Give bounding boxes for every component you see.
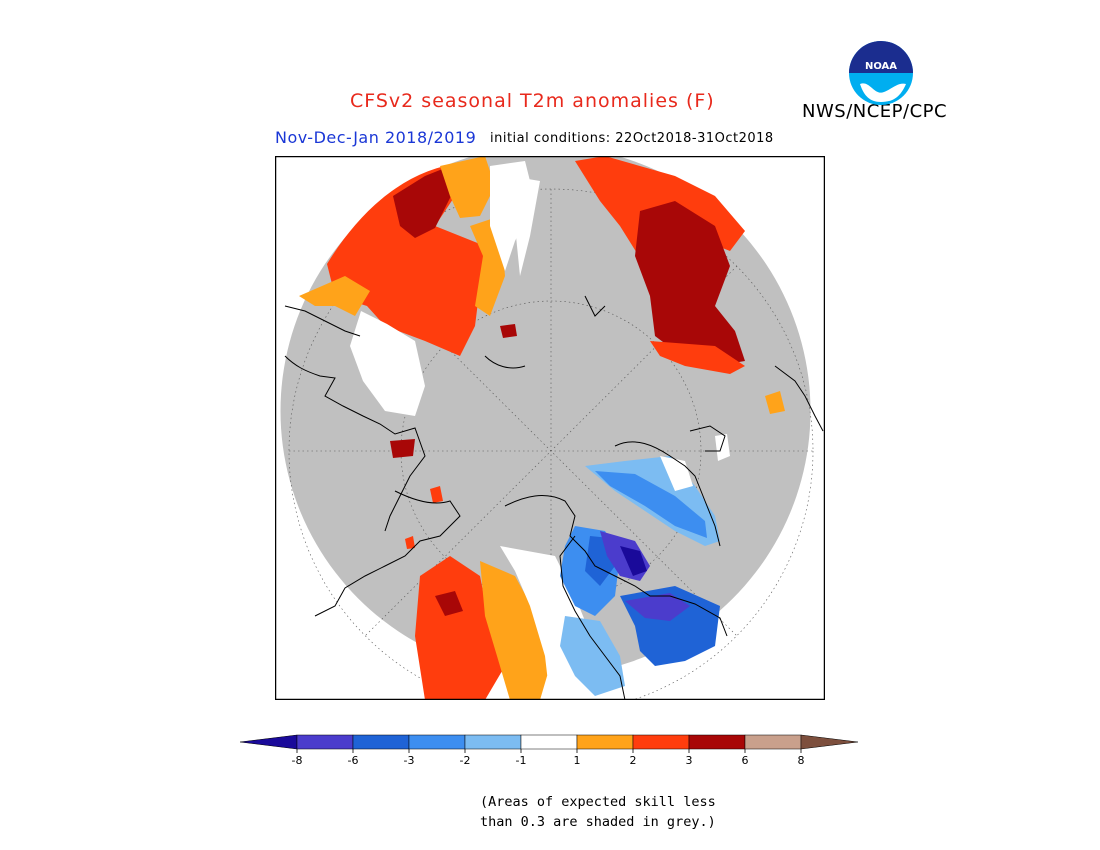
map-title: CFSv2 seasonal T2m anomalies (F) [350,90,715,112]
colorbar-bin [352,734,410,750]
colorbar-tick-label: 6 [742,754,749,767]
colorbar-tick-label: -3 [404,754,415,767]
colorbar-bins [239,734,859,750]
colorbar-bin [576,734,634,750]
colorbar-tick-label: -2 [460,754,471,767]
colorbar-tick-label: -6 [348,754,359,767]
map-frame [275,156,825,700]
colorbar-bin [744,734,802,750]
eurasia-west-anomalies [299,156,540,416]
colorbar-bin [520,734,578,750]
skill-note-line-2: than 0.3 are shaded in grey.) [480,814,716,830]
colorbar-tick-label: -8 [292,754,303,767]
colorbar-tick-label: -1 [516,754,527,767]
initial-conditions-label: initial conditions: 22Oct2018-31Oct2018 [490,131,774,146]
canada-greenland-cold-anomalies [560,456,720,696]
colorbar-bin [632,734,690,750]
colorbar-tick-label: 8 [798,754,805,767]
colorbar-bin [688,734,746,750]
arctic-small-patches [390,439,443,549]
colorbar-bin [464,734,522,750]
asia-east-anomalies [500,156,785,461]
skill-note-line-1: (Areas of expected skill less [480,794,716,810]
colorbar-arrow-low [239,734,298,750]
colorbar: -8 -6 -3 -2 -1 1 2 3 6 8 [239,734,859,767]
colorbar-arrow-high [800,734,859,750]
colorbar-tick-label: 3 [686,754,693,767]
season-label: Nov-Dec-Jan 2018/2019 [275,128,477,147]
colorbar-bin [296,734,354,750]
map-corner-mask [275,156,825,700]
noaa-logo: NOAA [849,41,913,105]
colorbar-tick-label: 1 [574,754,581,767]
noaa-logo-text: NOAA [865,61,897,72]
organization-label: NWS/NCEP/CPC [802,101,948,122]
skill-note: (Areas of expected skill less than 0.3 a… [480,792,716,832]
colorbar-ticks: -8 -6 -3 -2 -1 1 2 3 6 8 [292,749,805,767]
polar-anomaly-map [275,156,825,700]
coastlines [284,295,824,700]
colorbar-tick-label: 2 [630,754,637,767]
colorbar-bin [408,734,466,750]
north-america-west-anomalies [415,546,610,700]
